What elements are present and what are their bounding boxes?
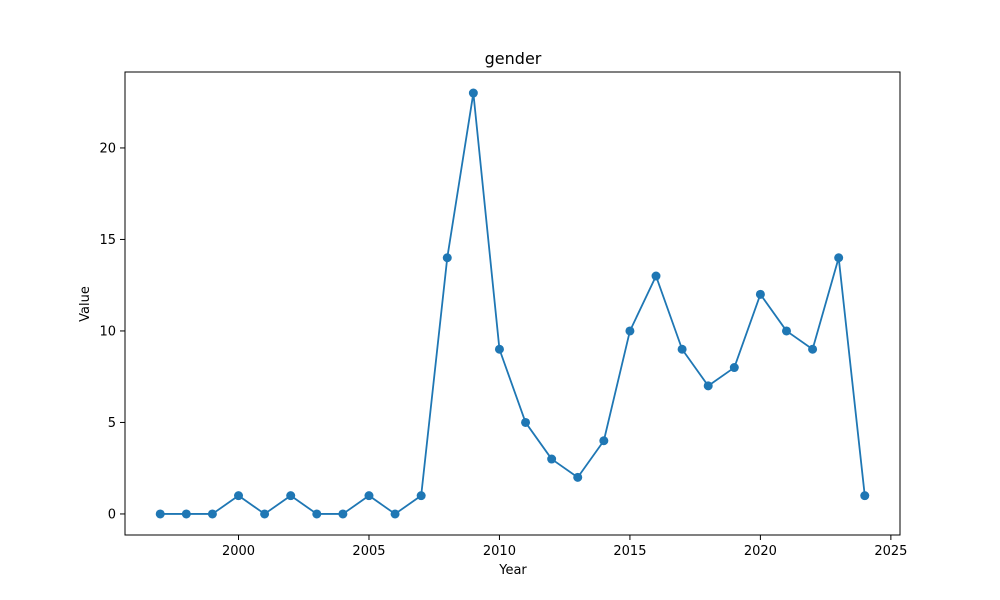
x-axis-title: Year: [498, 563, 527, 578]
data-point: [677, 344, 687, 354]
x-tick-label: 2025: [874, 544, 907, 559]
plot-area: 2000 2005 2010 2015 2020 2025 0 5 10 15 20: [99, 71, 907, 559]
x-tick-label: 2010: [483, 544, 516, 559]
data-point: [155, 509, 165, 519]
data-point: [181, 509, 191, 519]
y-tick-label: 0: [108, 507, 116, 522]
data-point: [781, 326, 791, 336]
data-point: [442, 253, 452, 263]
data-point: [260, 509, 270, 519]
series-line: [160, 92, 866, 515]
data-point: [573, 472, 583, 482]
data-point: [416, 491, 426, 501]
x-tick-label: 2020: [744, 544, 777, 559]
y-tick-label: 10: [99, 324, 116, 339]
data-point: [390, 509, 400, 519]
data-point: [338, 509, 348, 519]
data-point: [755, 289, 765, 299]
data-point: [651, 271, 661, 281]
data-point: [312, 509, 322, 519]
data-point: [599, 436, 609, 446]
data-point: [729, 363, 739, 373]
x-tick-label: 2005: [352, 544, 385, 559]
y-tick-label: 5: [108, 416, 116, 431]
data-point: [547, 454, 557, 464]
data-point: [286, 491, 296, 501]
data-point: [364, 491, 374, 501]
data-point: [703, 381, 713, 391]
y-tick-label: 15: [99, 233, 116, 248]
data-point: [625, 326, 635, 336]
data-point: [494, 344, 504, 354]
data-point: [234, 491, 244, 501]
data-point: [207, 509, 217, 519]
data-point: [521, 417, 531, 427]
axes-frame: [124, 71, 901, 536]
chart-title: gender: [485, 49, 542, 68]
y-axis-title: Value: [78, 286, 93, 322]
x-tick-label: 2000: [222, 544, 255, 559]
y-tick-label: 20: [99, 141, 116, 156]
data-point: [834, 253, 844, 263]
data-point: [468, 88, 478, 98]
data-point: [860, 491, 870, 501]
x-tick-label: 2015: [613, 544, 646, 559]
data-point: [808, 344, 818, 354]
